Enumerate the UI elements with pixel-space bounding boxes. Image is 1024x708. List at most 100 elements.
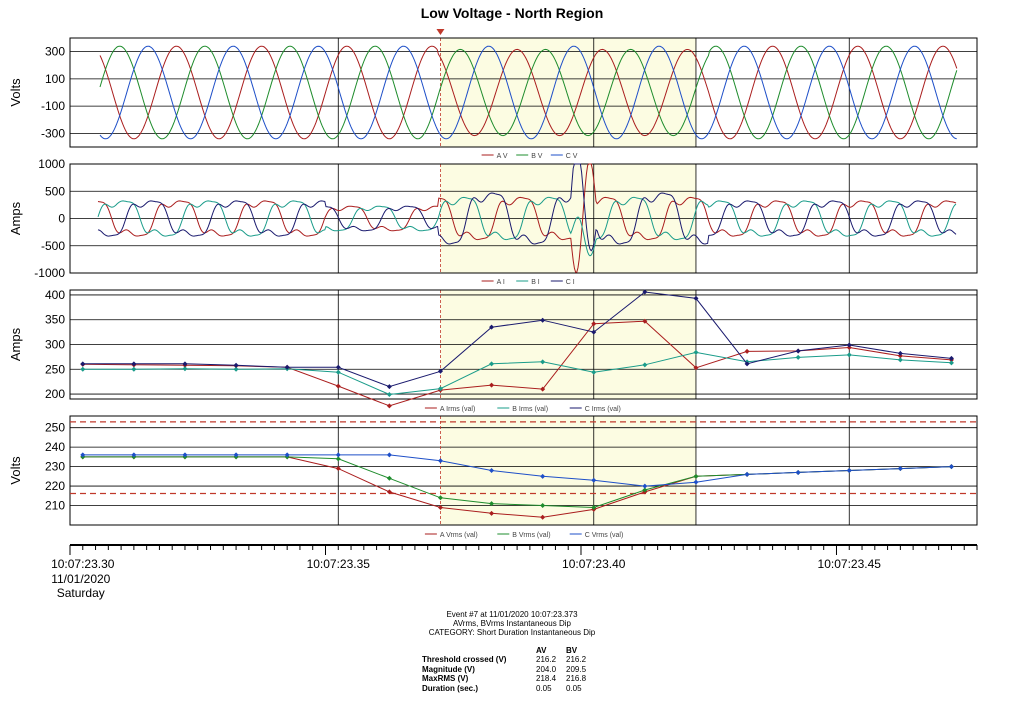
- series-line-bi: [97, 196, 957, 257]
- y-tick-label: 300: [45, 45, 65, 59]
- row-av: 218.4: [536, 674, 557, 683]
- event-summary: Event #7 at 11/01/2020 10:07:23.373 AVrm…: [0, 610, 1024, 637]
- data-point: [897, 466, 903, 472]
- data-point: [591, 504, 597, 510]
- row-av: 216.2: [536, 655, 557, 664]
- row-label: Magnitude (V): [422, 664, 475, 674]
- data-point: [948, 355, 954, 361]
- y-tick-label: 250: [45, 362, 65, 376]
- series-line: [82, 291, 952, 388]
- legend-entry: A Vrms (val): [440, 532, 478, 539]
- series-line: [82, 454, 952, 487]
- data-point: [693, 479, 699, 485]
- data-point: [744, 471, 750, 477]
- legend-entry: A V: [497, 153, 508, 160]
- data-point: [795, 348, 801, 354]
- row-label: Threshold crossed (V): [422, 655, 507, 664]
- plot-border: [69, 163, 978, 274]
- data-point: [233, 452, 239, 458]
- y-tick-label: 200: [45, 387, 65, 401]
- data-point: [540, 317, 546, 323]
- data-point: [335, 369, 341, 375]
- event-shading: [440, 416, 696, 525]
- data-point: [795, 469, 801, 475]
- legend-entry: A Irms (val): [440, 406, 475, 413]
- y-tick-label: -500: [41, 239, 65, 253]
- data-point: [489, 324, 495, 330]
- y-tick-label: 230: [45, 460, 65, 474]
- data-point: [489, 361, 495, 367]
- row-av: 0.05: [536, 683, 552, 693]
- series-line: [82, 351, 952, 396]
- data-point: [693, 349, 699, 355]
- data-point: [437, 495, 443, 501]
- data-point: [591, 477, 597, 483]
- event-table: AV BV Threshold crossed (V) 216.2 216.2 …: [422, 646, 596, 693]
- event-line: Event #7 at 11/01/2020 10:07:23.373: [446, 610, 578, 619]
- y-tick-label: 100: [45, 72, 65, 86]
- legend-entry: C V: [566, 153, 578, 160]
- data-point: [437, 458, 443, 464]
- waveform-chart: 300 100 -100 -300 Volts 1000 500 0 -500 -1000 Amps…: [8, 29, 978, 600]
- table-row: Magnitude (V) 204.0 209.5: [422, 665, 596, 675]
- data-point: [489, 510, 495, 516]
- y-tick-label: -300: [41, 126, 65, 140]
- x-tick-label: 10:07:23.30: [51, 557, 115, 571]
- legend-entry: B Irms (val): [512, 406, 548, 413]
- row-av: 204.0: [536, 664, 557, 674]
- data-point: [897, 350, 903, 356]
- event-shading: [440, 38, 696, 147]
- data-point: [540, 503, 546, 509]
- data-point: [131, 361, 137, 367]
- data-point: [131, 366, 137, 372]
- row-bv: 0.05: [566, 683, 582, 693]
- data-point: [846, 468, 852, 473]
- y-tick-label: 250: [45, 421, 65, 435]
- data-point: [795, 354, 801, 360]
- series-line-ci: [97, 163, 957, 252]
- data-point: [80, 361, 86, 367]
- row-bv: 209.5: [566, 664, 587, 674]
- series-line-av: [99, 45, 958, 140]
- data-point: [642, 487, 648, 493]
- data-point: [182, 361, 188, 367]
- data-point: [437, 386, 443, 392]
- data-point: [284, 364, 290, 370]
- y-tick-label: -1000: [34, 266, 65, 280]
- data-point: [846, 352, 852, 358]
- row-label: Duration (sec.): [422, 683, 479, 693]
- data-point: [335, 466, 341, 472]
- legend-entry: B Vrms (val): [512, 532, 550, 539]
- y-tick-label: 220: [45, 479, 65, 493]
- chart-title: Low Voltage - North Region: [420, 5, 604, 21]
- plot-border: [69, 415, 978, 526]
- data-point: [540, 359, 546, 365]
- data-point: [386, 384, 392, 390]
- y-tick-label: 400: [45, 288, 65, 302]
- legend-entry: B V: [531, 153, 543, 160]
- y-tick-label: 240: [45, 440, 65, 454]
- table-row: MaxRMS (V) 218.4 216.8: [422, 674, 596, 684]
- legend-entry: C Irms (val): [585, 406, 621, 413]
- data-point: [642, 318, 648, 324]
- data-point: [233, 366, 239, 372]
- y-axis-label: Amps: [8, 201, 23, 235]
- series-line-cv: [99, 45, 957, 140]
- x-tick-label: 10:07:23.40: [562, 557, 626, 571]
- data-point: [540, 514, 546, 520]
- plot-border: [69, 37, 978, 148]
- y-tick-label: 300: [45, 338, 65, 352]
- data-point: [846, 342, 852, 348]
- data-point: [693, 473, 699, 479]
- y-axis-label: Amps: [8, 327, 23, 361]
- data-point: [948, 464, 954, 470]
- y-tick-label: -100: [41, 99, 65, 113]
- data-point: [540, 386, 546, 392]
- header-bv: BV: [566, 646, 578, 655]
- table-row: Threshold crossed (V) 216.2 216.2: [422, 655, 596, 665]
- data-point: [386, 489, 392, 495]
- data-point: [437, 504, 443, 510]
- event-table-header: AV BV: [422, 646, 596, 655]
- row-bv: 216.2: [566, 655, 587, 664]
- data-point: [80, 366, 86, 372]
